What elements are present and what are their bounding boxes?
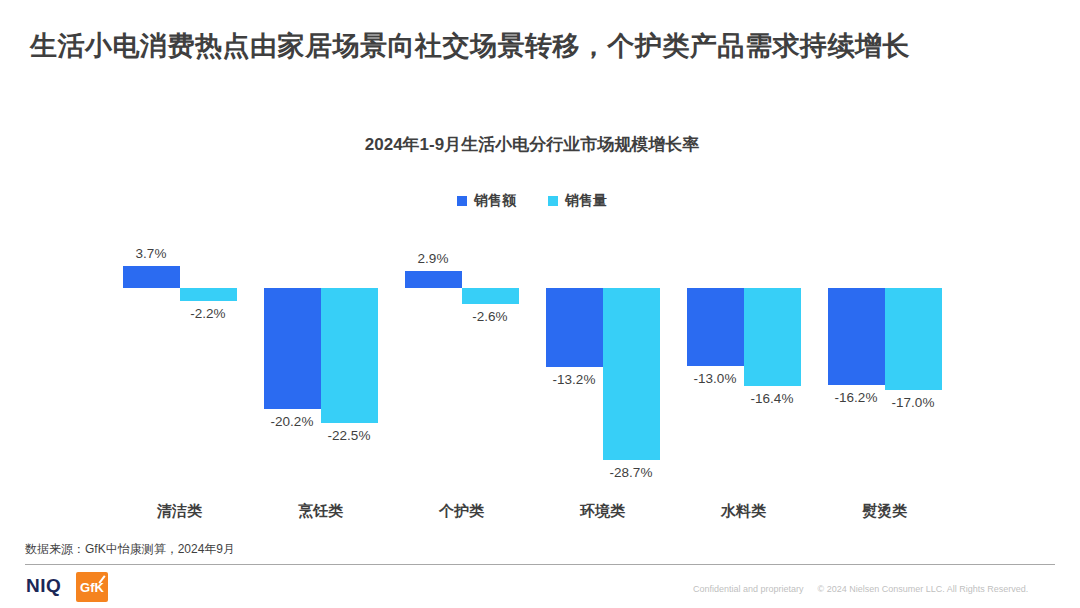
bar-sales-volume xyxy=(462,288,519,304)
bar-sales-amount xyxy=(546,288,603,367)
bar-value-label: -2.2% xyxy=(168,306,248,321)
bar-sales-amount xyxy=(828,288,885,385)
confidential-note: Confidential and proprietary xyxy=(693,584,804,594)
copyright-note: © 2024 Nielsen Consumer LLC. All Rights … xyxy=(818,584,1029,594)
bar-chart: 3.7%-2.2%清洁类-20.2%-22.5%烹饪类2.9%-2.6%个护类-… xyxy=(0,0,1080,608)
source-note: 数据来源：GfK中怡康测算，2024年9月 xyxy=(25,541,235,558)
bar-sales-volume xyxy=(744,288,801,386)
bar-value-label: -22.5% xyxy=(309,428,389,443)
slide-canvas: 生活小电消费热点由家居场景向社交场景转移，个护类产品需求持续增长 2024年1-… xyxy=(0,0,1080,608)
bar-sales-amount xyxy=(264,288,321,409)
bar-sales-amount xyxy=(123,266,180,288)
bar-sales-volume xyxy=(180,288,237,301)
category-label: 清洁类 xyxy=(120,502,240,521)
bar-value-label: -2.6% xyxy=(450,309,530,324)
footer-legal: Confidential and proprietary © 2024 Niel… xyxy=(693,584,1028,594)
niq-logo: NIQ xyxy=(26,575,61,597)
bar-value-label: 3.7% xyxy=(111,246,191,261)
category-label: 环境类 xyxy=(543,502,663,521)
category-label: 熨烫类 xyxy=(825,502,945,521)
bar-sales-volume xyxy=(603,288,660,460)
bar-value-label: 2.9% xyxy=(393,251,473,266)
bar-sales-amount xyxy=(405,271,462,288)
bar-sales-amount xyxy=(687,288,744,366)
bar-value-label: -17.0% xyxy=(873,395,953,410)
bar-value-label: -28.7% xyxy=(591,465,671,480)
category-label: 个护类 xyxy=(402,502,522,521)
footer-divider xyxy=(25,564,1055,565)
bar-sales-volume xyxy=(885,288,942,390)
bar-sales-volume xyxy=(321,288,378,423)
gfk-logo: GfK xyxy=(76,572,108,602)
category-label: 烹饪类 xyxy=(261,502,381,521)
bar-value-label: -16.4% xyxy=(732,391,812,406)
category-label: 水料类 xyxy=(684,502,804,521)
